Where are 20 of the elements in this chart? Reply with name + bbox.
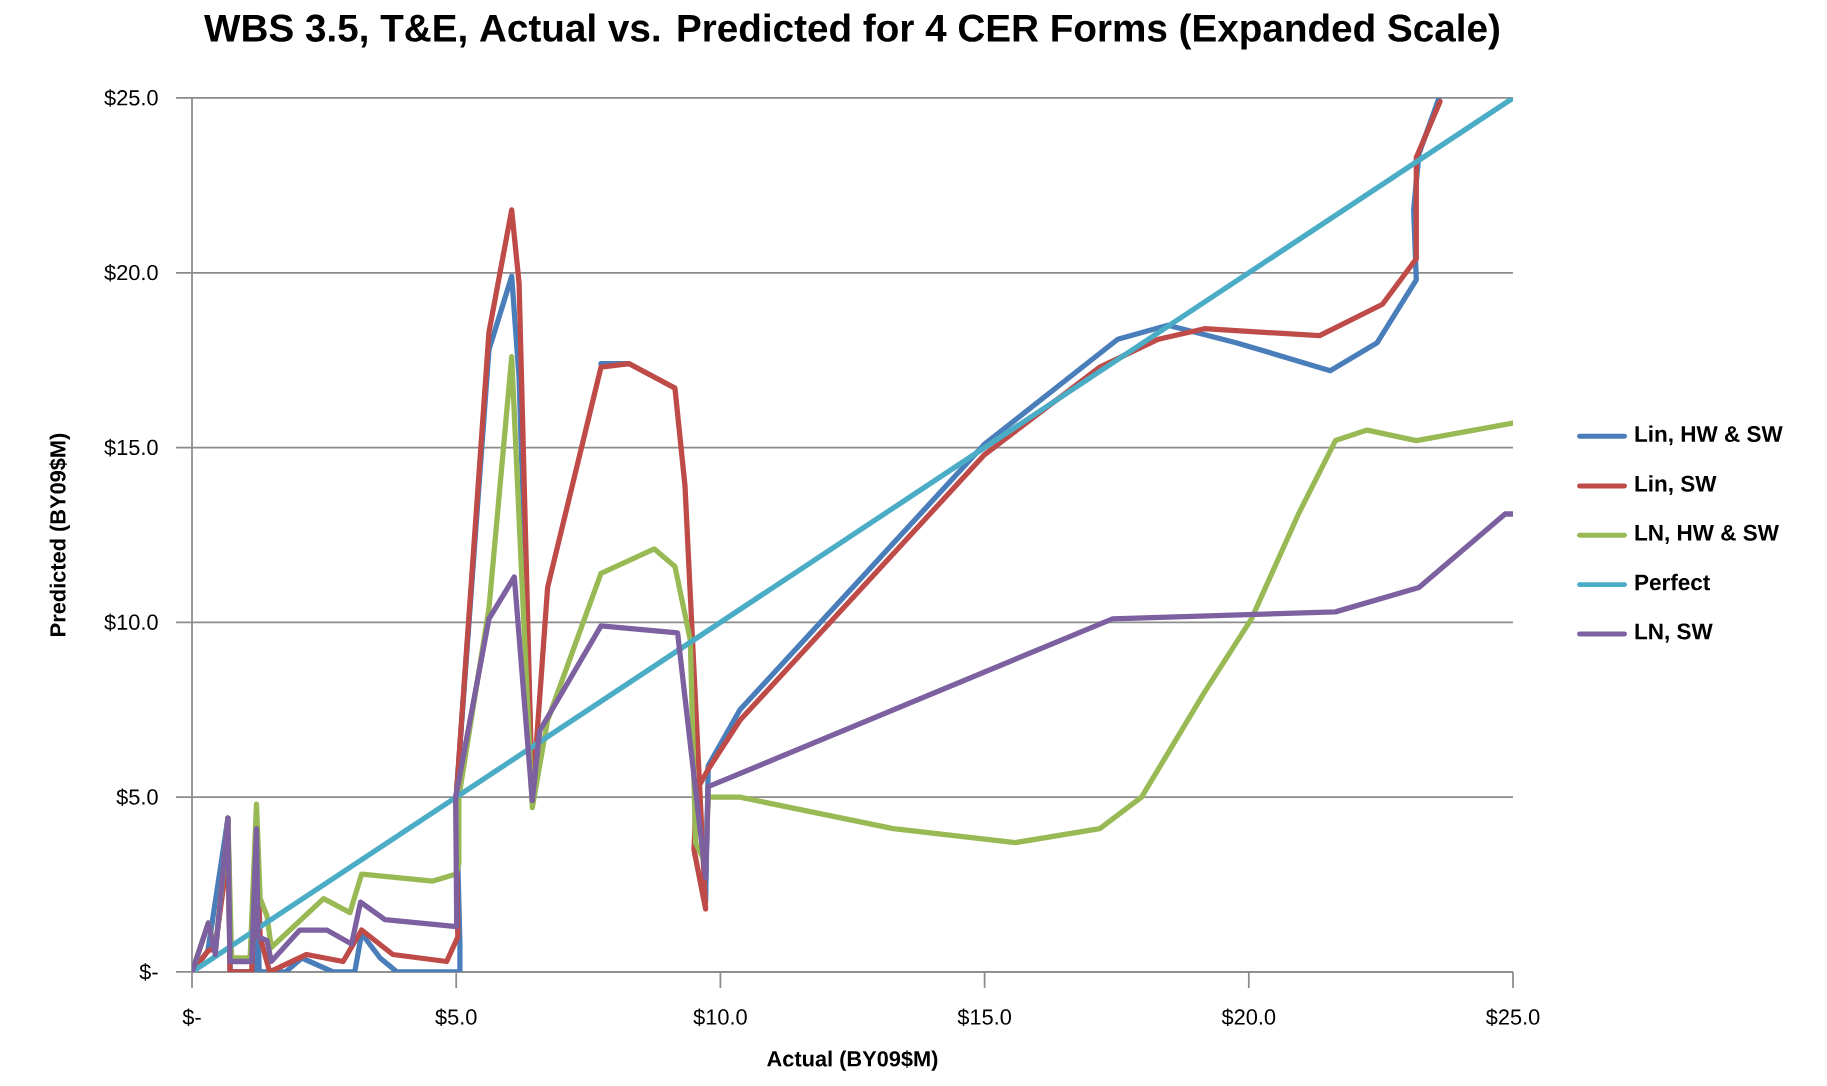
y-tick-label: $5.0: [116, 788, 158, 806]
legend-label: LN, SW: [1635, 623, 1713, 643]
y-axis-title: Predicted (BY09$M): [49, 433, 70, 636]
x-tick-label: $-: [182, 1008, 201, 1027]
y-tick-label: $15.0: [104, 438, 158, 457]
legend-label: Perfect: [1635, 573, 1711, 591]
legend-label: Lin, HW & SW: [1635, 425, 1783, 446]
x-tick-label: $15.0: [957, 1008, 1011, 1027]
y-tick-label: $25.0: [104, 89, 158, 107]
y-tick-label: $20.0: [104, 264, 158, 282]
x-tick-label: $10.0: [693, 1008, 747, 1027]
x-tick-label: $20.0: [1221, 1008, 1276, 1027]
legend-label: Lin, SW: [1635, 475, 1717, 495]
y-tick-label: $-: [139, 963, 158, 981]
chart-title: WBS 3.5, T&E, Actual vs. Predicted for 4 CER Forms (Expanded Scale): [204, 13, 1499, 50]
legend-label: LN, HW & SW: [1635, 524, 1779, 544]
x-tick-label: $25.0: [1485, 1008, 1540, 1027]
x-axis-title: Actual (BY09$M): [767, 1050, 938, 1071]
x-tick-label: $5.0: [435, 1008, 477, 1027]
y-tick-label: $10.0: [104, 613, 158, 632]
